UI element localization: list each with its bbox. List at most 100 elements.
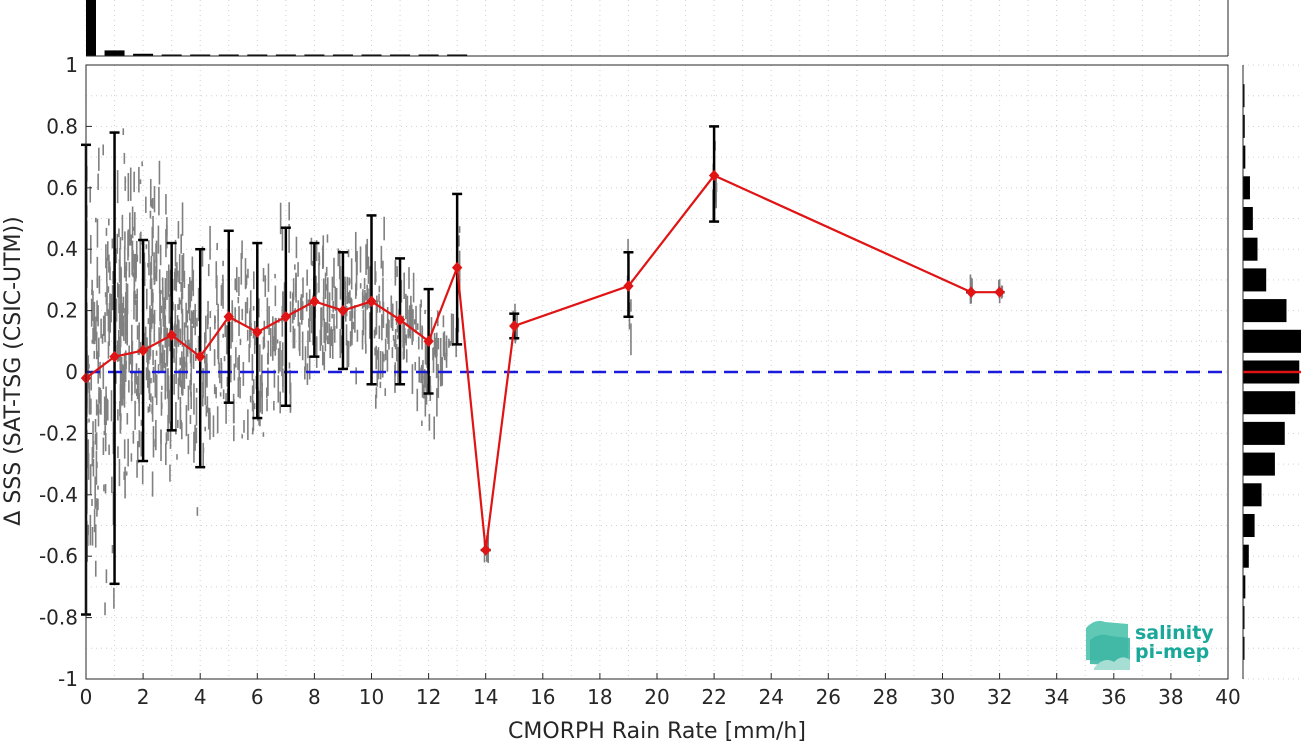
scatter-point: [160, 429, 162, 443]
scatter-point: [440, 353, 442, 387]
scatter-point: [135, 300, 137, 322]
scatter-point: [208, 264, 210, 276]
scatter-point: [140, 432, 142, 457]
scatter-point: [274, 323, 276, 341]
scatter-point: [116, 234, 118, 254]
scatter-point: [129, 353, 131, 365]
scatter-point: [179, 357, 181, 365]
scatter-point: [168, 375, 170, 383]
x-tick-label: 34: [1044, 685, 1069, 709]
scatter-point: [129, 213, 131, 246]
scatter-point: [132, 206, 134, 238]
scatter-point: [382, 278, 384, 311]
y-axis-label: Δ SSS (SAT-TSG (CSIC-UTM)): [1, 216, 26, 525]
scatter-point: [243, 420, 245, 433]
scatter-point: [169, 294, 171, 323]
scatter-point: [247, 409, 249, 440]
scatter-point: [120, 413, 122, 421]
scatter-point: [196, 388, 198, 393]
scatter-point: [278, 348, 280, 373]
scatter-point: [420, 304, 422, 336]
scatter-point: [105, 484, 107, 494]
scatter-point: [438, 338, 440, 349]
scatter-point: [217, 331, 219, 359]
scatter-point: [222, 275, 224, 282]
scatter-point: [459, 226, 461, 233]
scatter-point: [382, 351, 384, 377]
scatter-point: [87, 527, 89, 545]
scatter-point: [148, 407, 150, 413]
scatter-point: [104, 397, 106, 425]
scatter-point: [135, 294, 137, 299]
scatter-point: [381, 314, 383, 340]
scatter-point: [263, 432, 265, 437]
scatter-point: [155, 420, 157, 450]
right-histogram-bar: [1243, 422, 1285, 445]
scatter-point: [234, 278, 236, 290]
x-tick-label: 2: [137, 685, 150, 709]
scatter-point: [395, 260, 397, 285]
scatter-point: [353, 322, 355, 330]
scatter-point: [127, 413, 129, 424]
scatter-point: [156, 374, 158, 405]
scatter-point: [176, 454, 178, 460]
scatter-point: [177, 304, 179, 310]
scatter-point: [175, 266, 177, 292]
scatter-point: [253, 271, 255, 289]
scatter-point: [167, 339, 169, 362]
scatter-point: [151, 227, 153, 256]
scatter-point: [376, 296, 378, 309]
scatter-point: [418, 357, 420, 383]
scatter-point: [274, 338, 276, 355]
scatter-point: [159, 343, 161, 365]
scatter-point: [190, 415, 192, 424]
scatter-point: [327, 335, 329, 344]
scatter-point: [415, 306, 417, 333]
scatter-point: [125, 266, 127, 282]
scatter-point: [90, 399, 92, 415]
scatter-point: [630, 299, 632, 311]
scatter-point: [327, 234, 329, 242]
scatter-point: [96, 462, 98, 468]
scatter-point: [188, 284, 190, 314]
scatter-point: [103, 438, 105, 455]
scatter-point: [357, 330, 359, 342]
scatter-point: [152, 293, 154, 303]
scatter-point: [148, 240, 150, 254]
scatter-point: [413, 273, 415, 303]
scatter-point: [351, 258, 353, 289]
scatter-point: [381, 246, 383, 269]
scatter-point: [161, 386, 163, 390]
scatter-point: [289, 362, 291, 368]
scatter-point: [140, 179, 142, 184]
scatter-point: [277, 339, 279, 343]
scatter-point: [403, 273, 405, 299]
scatter-point: [264, 275, 266, 297]
scatter-point: [376, 373, 378, 387]
scatter-point: [102, 334, 104, 344]
scatter-point: [88, 453, 90, 480]
scatter-point: [437, 376, 439, 398]
scatter-point: [318, 263, 320, 293]
scatter-point: [181, 380, 183, 394]
x-tick-label: 0: [80, 685, 93, 709]
scatter-point: [279, 392, 281, 414]
scatter-point: [207, 396, 209, 412]
scatter-point: [275, 286, 277, 306]
main-plot: 0 2 4 6 8 10 12 14 16 18 20 22 24 26 28 30 32 34 36 38 40 10…: [39, 53, 1241, 709]
scatter-point: [392, 347, 394, 358]
x-tick-label: 38: [1158, 685, 1183, 709]
scatter-point: [97, 486, 99, 490]
x-tick-label: 24: [758, 685, 783, 709]
scatter-point: [260, 375, 262, 392]
scatter-point: [417, 323, 419, 330]
scatter-point: [433, 416, 435, 439]
scatter-point: [216, 243, 218, 250]
scatter-point: [152, 198, 154, 209]
scatter-point: [95, 218, 97, 223]
scatter-point: [100, 319, 102, 339]
scatter-point: [165, 443, 167, 465]
scatter-point: [141, 161, 143, 166]
x-tick-label: 18: [587, 685, 612, 709]
scatter-point: [243, 362, 245, 386]
